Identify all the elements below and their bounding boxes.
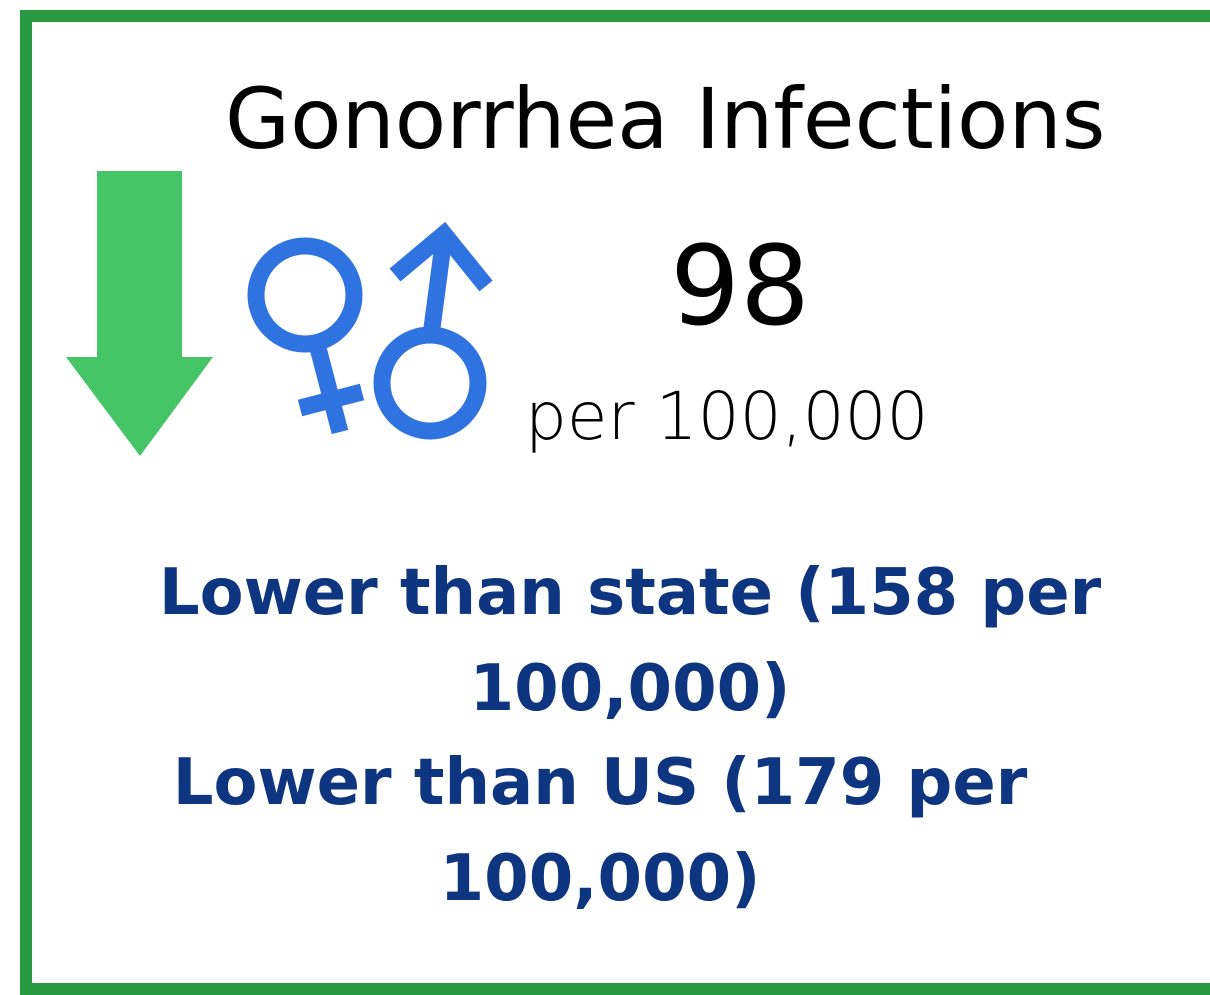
down-arrow: [66, 171, 213, 456]
comparison: Lower than state (158 per 100,000): [158, 556, 1102, 726]
rate-unit: per 100,000: [525, 378, 929, 455]
rate-value: 98: [670, 222, 810, 350]
title: Gonorrhea Infections: [225, 70, 1106, 168]
card: [20, 10, 1210, 995]
comparison: Lower than US (179 per 100,000): [172, 746, 1028, 916]
gender-icon: [247, 221, 493, 440]
